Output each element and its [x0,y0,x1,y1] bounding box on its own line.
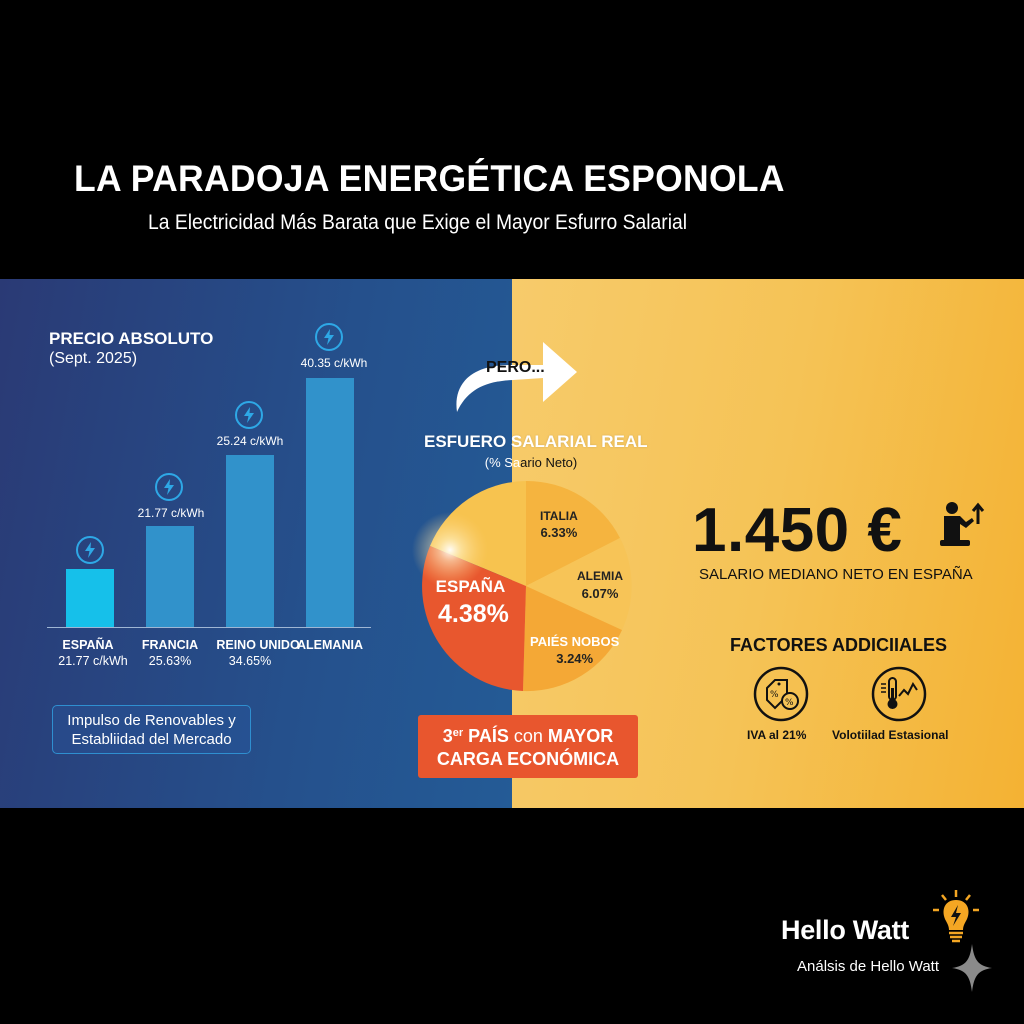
bar-value-francia: 21.77 c/kWh [137,506,205,520]
bar-francia [146,526,194,627]
person-growth-icon [940,502,985,546]
page-subtitle: La Electricidad Más Barata que Exige el … [148,211,688,234]
chart-baseline [47,627,371,628]
pie-label-espana: ESPAÑA 4.38% [435,577,509,628]
thermometer-icon [871,666,927,722]
lightning-bolt-icon [76,536,104,564]
pie-label-alemia: ALEMIA 6.07% [577,569,623,601]
category-espana: ESPAÑA [62,638,114,652]
renewables-callout: Impulso de Renovables y Establiidad del … [52,705,251,754]
factors-title: FACTORES ADDICIIALES [730,635,948,655]
category-value-espana: 21.77 c/kWh [58,654,128,668]
bar-value-alemania: 40.35 c/kWh [300,356,368,370]
bar-value-reino-unido: 25.24 c/kWh [216,434,284,448]
bar-alemania [306,378,354,627]
category-francia: FRANCIA [141,638,199,652]
third-country-callout: 3er PAÍS con MAYOR CARGA ECONÓMICA [418,715,638,778]
lightning-bolt-icon [315,323,343,351]
sparkle-icon [952,944,992,992]
pero-label: PERO... [486,359,545,376]
curved-arrow-icon [456,342,577,412]
brand-logo-text: Hello Watt [781,915,909,945]
page-title: LA PARADOJA ENERGÉTICA ESPONOLA [74,158,785,199]
factor-label-iva: IVA al 21% [747,728,807,742]
price-heading: PRECIO ABSOLUTO [49,329,214,348]
bar-espana [66,569,114,627]
pie-slice-alemia [526,538,632,630]
renewables-line-1: Impulso de Renovables y [67,711,236,729]
tax-tag-icon: % % [753,666,809,722]
svg-text:%: % [785,698,794,708]
svg-text:%: % [770,690,779,700]
lightning-bolt-icon [235,401,263,429]
pie-title: ESFUERO SALARIAL REAL [424,432,648,451]
lightbulb-icon [933,890,979,943]
factor-label-volatility: Volotiilad Estasional [832,728,949,742]
pie-subtitle: (% Saario Neto) [484,455,578,470]
pie-label-paises-nobos: PAIÉS NOBOS 3.24% [530,634,620,666]
bar-reino-unido [226,455,274,627]
category-alemania: ALEMANIA [297,638,363,652]
lightning-bolt-icon [155,473,183,501]
category-value-francia: 25.63% [148,654,192,668]
pie-slice-paises-nobos [523,586,622,692]
pie-label-italia: ITALIA 6.33% [540,509,578,540]
renewables-line-2: Establiidad del Mercado [71,730,232,748]
category-reino-unido: REINO UNIDO [216,638,300,652]
salary-value: 1.450 € [692,496,903,565]
pie-chart [412,480,632,692]
category-value-reino-unido: 34.65% [228,654,272,668]
price-date: (Sept. 2025) [49,350,138,367]
salary-label: SALARIO MEDIANO NETO EN ESPAÑA [699,566,973,583]
brand-subtitle: Análsis de Hello Watt [797,958,940,975]
pie-slice-italia [526,480,620,586]
